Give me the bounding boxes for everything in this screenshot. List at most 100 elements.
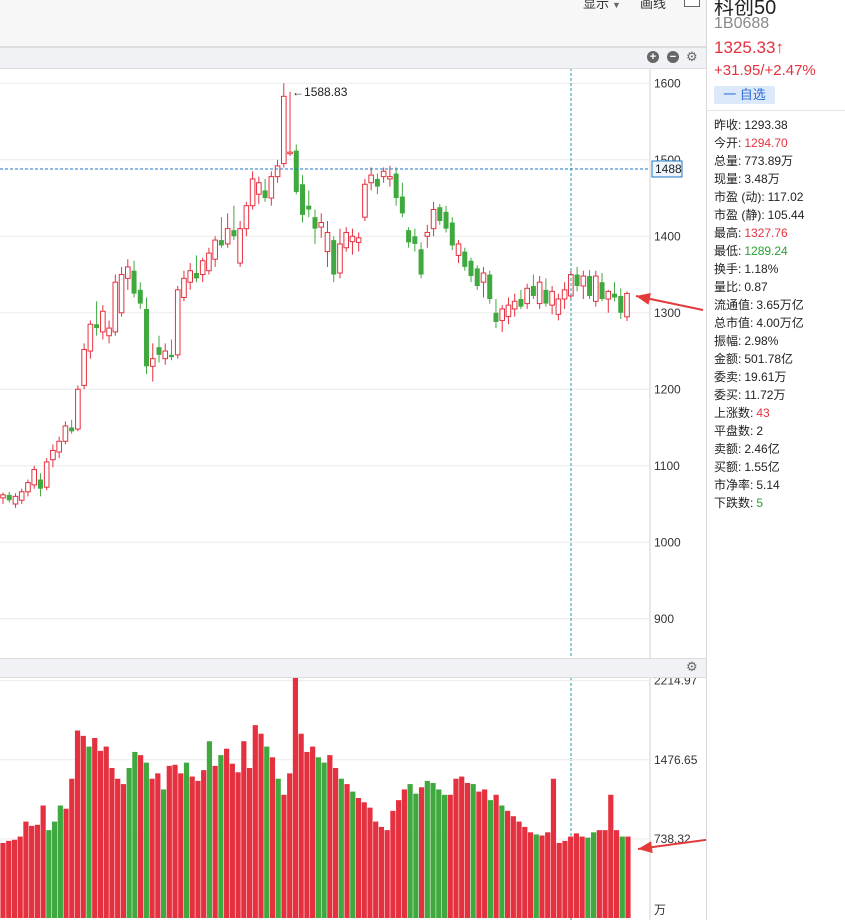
volume-bar	[69, 778, 75, 918]
stat-label: 市净率:	[714, 478, 754, 492]
volume-bar	[510, 816, 516, 918]
gear-icon[interactable]: ⚙	[686, 49, 698, 64]
volume-bar	[229, 763, 235, 918]
volume-bar	[453, 778, 459, 918]
stat-label: 总量:	[714, 154, 742, 168]
candle-body	[75, 388, 81, 430]
stock-price: 1325.33↑	[714, 38, 784, 57]
stat-label: 下跌数:	[714, 496, 754, 510]
volume-bar	[109, 768, 115, 918]
stat-label: 市盈 (动):	[714, 190, 765, 204]
candle-body	[144, 308, 150, 367]
volume-bar	[166, 765, 172, 918]
stat-value: 5	[756, 496, 764, 510]
candle-body	[449, 222, 455, 246]
volume-bar	[390, 810, 396, 918]
stat-row: 市净率: 5.14	[714, 476, 804, 494]
candle-body	[499, 308, 505, 321]
candle-body	[87, 323, 94, 352]
stat-value: 1294.70	[744, 136, 788, 150]
candle-body	[162, 350, 169, 360]
volume-bar	[63, 808, 69, 918]
price-tick-label: 1000	[654, 535, 681, 549]
candle-body	[561, 289, 568, 300]
candle-body	[224, 228, 231, 245]
volume-bar	[464, 783, 471, 918]
kline-chart[interactable]: 9001000110012001300140015001600←1588.831…	[0, 0, 706, 920]
candle-body	[168, 354, 174, 358]
candle-body	[524, 287, 530, 305]
candle-body	[487, 274, 493, 300]
candle-body	[355, 237, 362, 243]
zoom-in-icon[interactable]: +	[647, 51, 659, 63]
stat-row: 换手: 1.18%	[714, 260, 804, 278]
candle-body	[187, 270, 193, 283]
volume-bar	[344, 784, 350, 918]
volume-bar	[378, 826, 385, 918]
drawline-menu[interactable]: 画线	[640, 0, 666, 12]
stat-label: 上涨数:	[714, 406, 754, 420]
volume-bar	[281, 794, 287, 918]
volume-bar	[189, 776, 195, 918]
stock-info-panel: 科创50 1B0688 1325.33↑ +31.95/+2.47% 一 自选 …	[706, 0, 845, 920]
candle-body	[580, 275, 587, 287]
candle-body	[300, 184, 306, 215]
volume-bar	[195, 780, 201, 918]
zoom-out-icon[interactable]: −	[667, 51, 679, 63]
stat-label: 今开:	[714, 136, 742, 150]
volume-gear-icon[interactable]: ⚙	[686, 659, 698, 674]
price-tick-label: 900	[654, 612, 674, 626]
stat-row: 市盈 (动): 117.02	[714, 188, 804, 206]
crosshair-price-box	[651, 160, 683, 178]
volume-bar	[183, 762, 190, 918]
volume-bar	[6, 840, 12, 918]
volume-bar	[613, 830, 620, 918]
candle-body	[480, 272, 487, 283]
candle-body	[362, 183, 368, 218]
volume-bar	[74, 730, 81, 918]
candle-body	[437, 207, 443, 221]
volume-bar	[52, 821, 58, 918]
candle-body	[474, 268, 480, 287]
volume-bar	[80, 735, 86, 918]
layout-icon[interactable]	[684, 0, 700, 7]
stat-row: 今开: 1294.70	[714, 134, 804, 152]
volume-bar	[562, 840, 568, 918]
volume-bar	[579, 836, 585, 918]
volume-chart-header: ⚙	[0, 658, 706, 678]
arrow-head	[638, 841, 653, 854]
candle-body	[349, 235, 356, 243]
volume-bar	[97, 750, 104, 918]
volume-bar	[447, 794, 453, 918]
display-menu[interactable]: 显示 ▼	[583, 0, 621, 12]
candle-body	[274, 165, 281, 178]
stock-change: +31.95/+2.47%	[714, 62, 816, 79]
stat-label: 金额:	[714, 352, 742, 366]
candle-body	[331, 240, 337, 275]
candle-body	[287, 151, 293, 155]
volume-bar	[619, 836, 625, 918]
volume-bar	[384, 830, 390, 918]
stock-code: 1B0688	[714, 15, 770, 32]
candle-body	[199, 260, 206, 276]
candle-body	[468, 260, 474, 277]
volume-bar	[499, 805, 505, 918]
candle-body	[106, 327, 112, 337]
stats-list: 昨收: 1293.38 今开: 1294.70 总量: 773.89万 现量: 3.48万 市盈…	[714, 116, 804, 512]
price-tick-label: 1400	[654, 229, 681, 243]
candle-body	[181, 277, 187, 298]
volume-bar	[367, 807, 373, 918]
price-tick-label: 1200	[654, 382, 681, 396]
stat-label: 卖额:	[714, 442, 742, 456]
volume-bar	[92, 738, 98, 918]
volume-bar	[29, 825, 35, 918]
volume-bar	[568, 836, 574, 918]
chevron-down-icon: ▼	[612, 0, 621, 10]
price-tick-label: 1600	[654, 76, 681, 90]
volume-bar	[602, 830, 608, 918]
add-watchlist-button[interactable]: 一 自选	[714, 86, 775, 104]
volume-bar	[241, 741, 247, 918]
candle-body	[593, 275, 599, 302]
candle-body	[543, 289, 549, 304]
candle-body	[112, 281, 119, 333]
